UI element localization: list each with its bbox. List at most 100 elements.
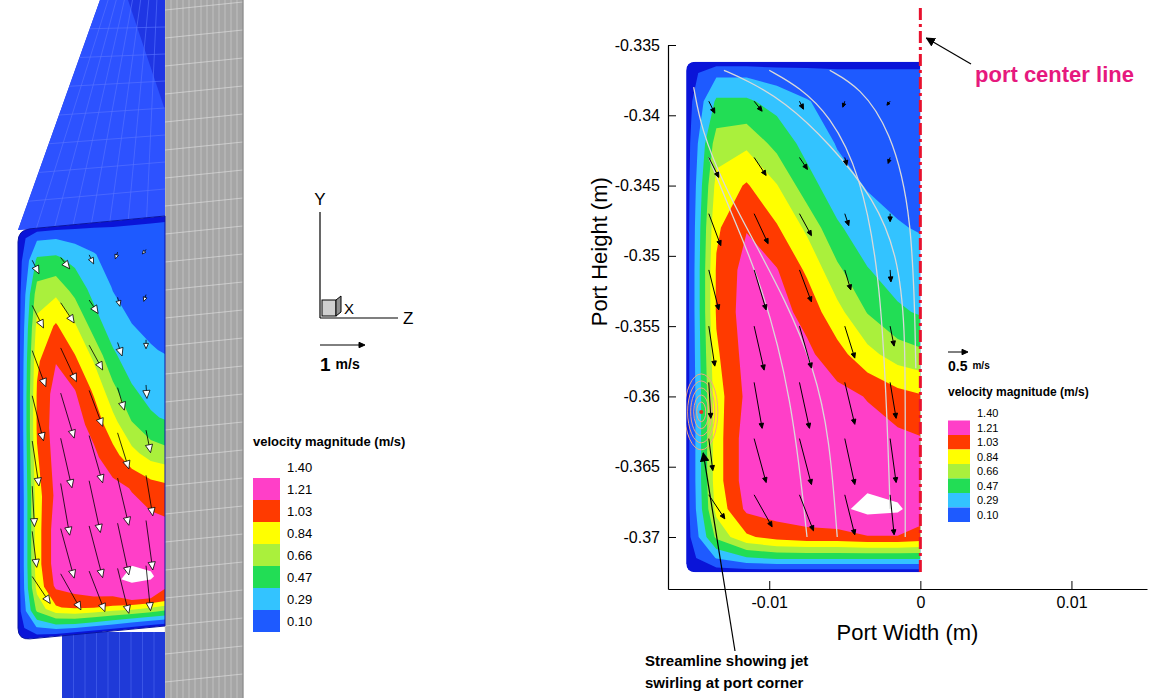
velocity-vector — [118, 568, 131, 613]
mesh-line — [165, 394, 243, 402]
tick-mark — [668, 256, 676, 257]
velocity-vector — [143, 295, 147, 302]
tick: -0.36 — [624, 388, 676, 405]
mesh-line — [165, 282, 243, 290]
tick-mark — [668, 537, 676, 538]
legend-label: 1.40 — [287, 460, 312, 475]
mesh-line — [131, 632, 132, 698]
legend-label: 0.66 — [287, 548, 312, 563]
velocity-vector — [118, 433, 130, 469]
velocity-vector — [887, 101, 890, 105]
velocity-vector — [145, 430, 152, 453]
tick-label: -0.34 — [624, 107, 661, 124]
velocity-vector — [61, 483, 72, 535]
contour-band — [20, 222, 165, 634]
velocity-vector — [888, 157, 891, 163]
velocity-vector — [843, 157, 847, 165]
tick-label: -0.01 — [752, 594, 789, 611]
port-tube — [62, 632, 165, 698]
velocity-vector — [116, 297, 121, 306]
center-line — [919, 8, 922, 572]
mesh-line — [171, 0, 172, 698]
velocity-vector — [890, 326, 895, 346]
velocity-vector — [146, 475, 155, 515]
annotation-label: Streamline showing jetswirling at port c… — [645, 652, 808, 691]
contour-band — [23, 239, 165, 629]
mesh-line — [85, 632, 86, 698]
reference-arrow — [320, 342, 365, 347]
port-wall-region — [18, 216, 165, 639]
legend-title: velocity magnitude (m/s) — [948, 385, 1089, 399]
swirl-center — [699, 410, 703, 414]
velocity-vector — [89, 390, 103, 426]
velocity-vector — [709, 439, 715, 471]
legend-swatch — [948, 464, 970, 479]
mesh-line — [207, 0, 208, 698]
left-geometry — [18, 0, 243, 698]
velocity-vector — [61, 303, 75, 323]
swirl-streamline — [691, 388, 712, 436]
annotation-arrow — [926, 38, 971, 64]
tick-mark — [920, 581, 921, 589]
velocity-vector — [709, 101, 715, 113]
legend-label: 1.03 — [977, 436, 998, 448]
mesh-line — [165, 534, 243, 542]
mesh-line — [154, 632, 155, 698]
velocity-vector — [61, 574, 81, 610]
mesh-line — [165, 618, 243, 626]
tick-label: -0.345 — [615, 177, 660, 194]
reference-arrow — [948, 349, 968, 354]
legend-label: 0.84 — [287, 526, 312, 541]
legend-label: 0.10 — [287, 614, 312, 629]
velocity-vector — [754, 439, 767, 483]
velocity-vector — [709, 157, 719, 177]
velocity-vector — [799, 439, 812, 485]
mesh-line — [165, 478, 243, 486]
tick: -0.37 — [624, 529, 676, 546]
tick-mark — [668, 396, 676, 397]
velocity-vector — [799, 270, 811, 302]
mesh-line — [73, 632, 74, 698]
legend-swatch — [948, 435, 970, 450]
velocity-vector — [32, 305, 43, 328]
velocity-vector — [754, 495, 772, 527]
velocity-vector — [118, 388, 126, 411]
tick-label: -0.37 — [624, 529, 661, 546]
mesh-line — [165, 646, 243, 654]
legend-label: 1.03 — [287, 504, 312, 519]
tick-label: 0.01 — [1056, 594, 1087, 611]
velocity-vector — [115, 252, 119, 259]
velocity-vector — [89, 481, 102, 533]
velocity-vector — [754, 382, 763, 428]
mesh-line — [28, 189, 165, 201]
legend-label: 0.29 — [977, 494, 998, 506]
tick-mark — [668, 45, 676, 46]
tick-mark — [1071, 581, 1072, 589]
figure: YXZ1m/svelocity magnitude (m/s)1.401.211… — [0, 0, 1162, 698]
contour-band — [736, 233, 921, 536]
mesh-line — [165, 450, 243, 458]
velocity-vector — [754, 270, 767, 310]
velocity-vector — [118, 478, 131, 525]
mesh-line — [165, 338, 243, 346]
legend-swatch — [948, 493, 970, 508]
triad-axis — [320, 317, 398, 318]
velocity-vector — [799, 214, 811, 236]
velocity-vector — [146, 521, 155, 571]
velocity-vector — [888, 214, 892, 222]
mesh-line — [49, 135, 165, 144]
mesh-line — [165, 674, 243, 682]
mesh-line — [225, 0, 226, 698]
tick-label: -0.335 — [615, 37, 660, 54]
triad-axis — [319, 212, 320, 318]
x-axis: -0.0100.01 — [669, 581, 1148, 611]
mesh-line — [231, 0, 232, 698]
legend-swatch — [253, 610, 280, 632]
legend-label: 1.21 — [287, 482, 312, 497]
tick: -0.01 — [752, 581, 789, 611]
legend-title: velocity magnitude (m/s) — [253, 434, 405, 449]
velocity-vector — [842, 101, 845, 107]
tick-mark — [668, 186, 676, 187]
mesh-line — [237, 0, 238, 698]
velocity-vector — [799, 101, 803, 109]
